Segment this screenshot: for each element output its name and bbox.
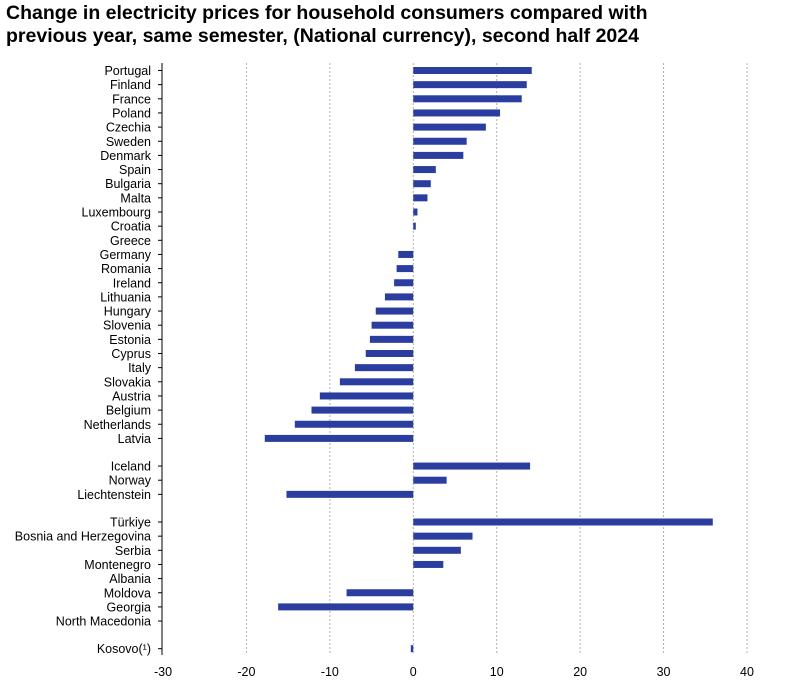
bar — [413, 532, 473, 540]
bar — [394, 279, 414, 287]
category-label: Belgium — [106, 404, 151, 418]
category-label: Türkiye — [110, 516, 151, 530]
category-label: Romania — [101, 262, 151, 276]
category-label: Serbia — [115, 544, 151, 558]
x-tick-label: -30 — [154, 665, 172, 679]
x-tick-label: 10 — [490, 665, 504, 679]
bar — [413, 208, 418, 216]
bar — [319, 392, 414, 400]
category-label: Moldova — [104, 586, 151, 600]
category-axis — [158, 63, 163, 655]
category-labels: PortugalFinlandFrancePolandCzechiaSweden… — [15, 64, 152, 656]
category-label: Norway — [109, 474, 152, 488]
x-tick-label: 20 — [573, 665, 587, 679]
bar — [413, 67, 532, 74]
chart-title-line-2: previous year, same semester, (National … — [6, 25, 639, 47]
bar — [413, 95, 522, 103]
bar — [369, 335, 414, 343]
category-label: Italy — [128, 361, 152, 375]
category-label: Malta — [120, 191, 151, 205]
bar — [311, 406, 414, 414]
bar — [413, 560, 444, 568]
bar — [413, 222, 416, 230]
bar — [413, 546, 461, 554]
category-label: Estonia — [109, 333, 151, 347]
gridlines — [245, 63, 748, 655]
chart-title: Change in electricity prices for househo… — [6, 2, 796, 48]
category-label: Austria — [112, 389, 151, 403]
bar — [286, 490, 414, 498]
category-label: Sweden — [106, 135, 151, 149]
category-label: Iceland — [111, 460, 151, 474]
bar — [396, 265, 414, 273]
x-tick-labels: -30 -20 -10 0 10 20 30 40 — [154, 665, 754, 679]
bar — [413, 137, 467, 145]
category-label: Liechtenstein — [77, 488, 151, 502]
category-label: Cyprus — [111, 347, 151, 361]
bar — [413, 518, 713, 526]
bar — [339, 378, 414, 386]
category-label: Bulgaria — [105, 177, 151, 191]
bar — [278, 603, 414, 611]
category-label: Kosovo(¹) — [97, 642, 151, 656]
bar — [371, 321, 414, 329]
x-tick-label: -10 — [321, 665, 339, 679]
bar — [346, 589, 414, 597]
x-tick-label: 30 — [657, 665, 671, 679]
bars — [264, 67, 713, 653]
bar — [413, 476, 447, 484]
category-label: Lithuania — [100, 290, 151, 304]
category-label: Denmark — [100, 149, 151, 163]
bar — [413, 151, 464, 159]
category-label: Albania — [109, 572, 151, 586]
x-tick-label: -20 — [237, 665, 255, 679]
bar — [413, 462, 531, 470]
category-label: Portugal — [104, 64, 151, 78]
category-label: Spain — [119, 163, 151, 177]
category-label: Latvia — [118, 432, 151, 446]
bar — [413, 194, 428, 202]
category-label: France — [112, 92, 151, 106]
chart-title-line-1: Change in electricity prices for househo… — [6, 2, 648, 24]
bar — [413, 180, 431, 188]
x-tick-label: 40 — [740, 665, 754, 679]
bar — [413, 123, 486, 131]
category-label: Slovenia — [103, 319, 151, 333]
category-label: Slovakia — [104, 375, 151, 389]
category-label: Ireland — [113, 276, 151, 290]
category-label: Georgia — [107, 600, 152, 614]
category-label: Hungary — [104, 305, 152, 319]
category-label: North Macedonia — [56, 615, 151, 629]
category-label: Netherlands — [84, 418, 151, 432]
bar — [365, 350, 414, 357]
bar — [354, 364, 414, 372]
bar — [413, 109, 501, 117]
category-label: Poland — [112, 106, 151, 120]
bar — [264, 434, 414, 442]
category-label: Finland — [110, 78, 151, 92]
bar — [413, 166, 436, 174]
x-tick-label: 0 — [410, 665, 417, 679]
bar — [398, 250, 414, 258]
bar — [410, 645, 414, 653]
bar — [413, 81, 527, 89]
category-label: Luxembourg — [82, 206, 152, 220]
bar — [375, 307, 414, 315]
bar — [384, 293, 414, 301]
category-label: Greece — [110, 234, 151, 248]
bar — [294, 420, 414, 428]
category-label: Czechia — [106, 121, 151, 135]
category-label: Germany — [100, 248, 152, 262]
category-label: Bosnia and Herzegovina — [15, 530, 151, 544]
category-label: Croatia — [111, 220, 151, 234]
category-label: Montenegro — [84, 558, 151, 572]
